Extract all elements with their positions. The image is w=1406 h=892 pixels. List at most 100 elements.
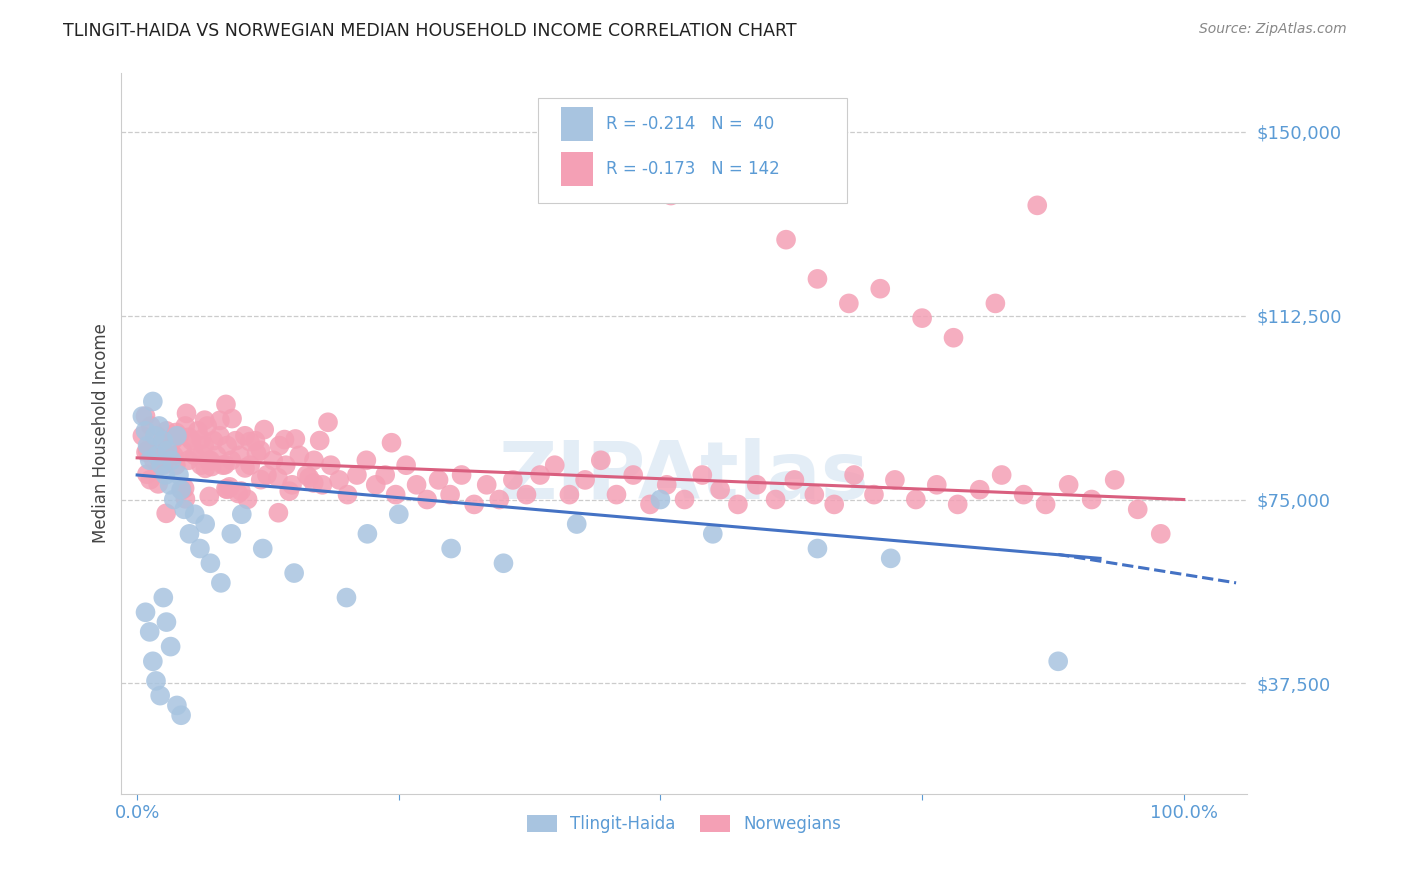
Point bbox=[167, 468, 190, 483]
Point bbox=[488, 492, 510, 507]
Point bbox=[163, 492, 186, 507]
Point bbox=[228, 449, 250, 463]
Point bbox=[152, 434, 174, 448]
Point bbox=[215, 482, 238, 496]
Point bbox=[267, 506, 290, 520]
Point bbox=[146, 449, 169, 463]
Point bbox=[702, 526, 724, 541]
Point bbox=[302, 475, 325, 490]
Point bbox=[1150, 526, 1173, 541]
Point bbox=[308, 434, 330, 448]
Point bbox=[239, 434, 262, 449]
Point bbox=[605, 488, 627, 502]
Point bbox=[145, 673, 167, 688]
Point bbox=[515, 488, 537, 502]
Point bbox=[364, 478, 387, 492]
Point bbox=[1026, 198, 1049, 212]
Point bbox=[388, 507, 411, 521]
Point bbox=[139, 419, 162, 434]
FancyBboxPatch shape bbox=[537, 98, 848, 202]
Point bbox=[298, 470, 321, 484]
Point bbox=[209, 575, 232, 590]
Point bbox=[621, 468, 644, 483]
Point bbox=[136, 443, 159, 458]
Point bbox=[659, 188, 682, 202]
Point bbox=[328, 473, 350, 487]
Point bbox=[1012, 488, 1035, 502]
Point bbox=[806, 272, 828, 286]
Point bbox=[155, 424, 177, 438]
Point bbox=[1104, 473, 1126, 487]
Point bbox=[262, 453, 284, 467]
Point bbox=[163, 449, 186, 463]
Point bbox=[183, 449, 205, 463]
Point bbox=[172, 443, 194, 458]
Point bbox=[131, 409, 153, 424]
Point bbox=[783, 473, 806, 487]
Point bbox=[215, 397, 238, 411]
Point bbox=[131, 429, 153, 443]
Point bbox=[229, 483, 252, 498]
Point bbox=[492, 556, 515, 570]
Point bbox=[427, 473, 450, 487]
Point bbox=[177, 430, 200, 444]
Point bbox=[245, 446, 267, 460]
Point bbox=[152, 591, 174, 605]
Point bbox=[190, 458, 212, 473]
Point bbox=[249, 443, 271, 458]
Text: R = -0.173   N = 142: R = -0.173 N = 142 bbox=[606, 160, 780, 178]
Point bbox=[146, 429, 169, 443]
Point bbox=[319, 458, 342, 473]
Point bbox=[233, 429, 256, 443]
Point bbox=[745, 478, 768, 492]
Point bbox=[198, 490, 221, 504]
Point bbox=[214, 458, 236, 472]
Point bbox=[231, 507, 253, 521]
Point bbox=[134, 409, 156, 424]
Point bbox=[336, 488, 359, 502]
Point bbox=[174, 491, 197, 506]
Text: TLINGIT-HAIDA VS NORWEGIAN MEDIAN HOUSEHOLD INCOME CORRELATION CHART: TLINGIT-HAIDA VS NORWEGIAN MEDIAN HOUSEH… bbox=[63, 22, 797, 40]
Point bbox=[194, 413, 217, 427]
Point bbox=[863, 488, 886, 502]
Point bbox=[984, 296, 1007, 310]
Point bbox=[502, 473, 524, 487]
Point bbox=[565, 516, 588, 531]
Point bbox=[384, 488, 406, 502]
Point bbox=[346, 468, 368, 483]
Point bbox=[911, 311, 934, 326]
Point bbox=[650, 492, 672, 507]
Point bbox=[177, 453, 200, 467]
Point bbox=[202, 434, 225, 448]
Point bbox=[1057, 478, 1080, 492]
Point bbox=[170, 483, 193, 497]
Point bbox=[225, 434, 247, 448]
Point bbox=[803, 488, 825, 502]
Point bbox=[165, 458, 187, 473]
Point bbox=[198, 454, 221, 468]
Point bbox=[218, 480, 240, 494]
Point bbox=[173, 481, 195, 495]
Point bbox=[174, 419, 197, 434]
FancyBboxPatch shape bbox=[561, 152, 593, 186]
Point bbox=[135, 467, 157, 482]
Point bbox=[167, 429, 190, 443]
Point bbox=[574, 473, 596, 487]
FancyBboxPatch shape bbox=[561, 107, 593, 142]
Point bbox=[869, 282, 891, 296]
Point bbox=[673, 492, 696, 507]
Point bbox=[134, 424, 156, 438]
Point bbox=[838, 296, 860, 310]
Point bbox=[170, 708, 193, 723]
Point bbox=[274, 458, 297, 473]
Point bbox=[1035, 497, 1057, 511]
Point bbox=[152, 458, 174, 473]
Point bbox=[187, 424, 209, 438]
Point bbox=[194, 461, 217, 475]
Point bbox=[529, 468, 551, 483]
Point bbox=[440, 541, 463, 556]
Point bbox=[221, 526, 243, 541]
Point bbox=[316, 415, 339, 429]
Point bbox=[142, 394, 165, 409]
Point bbox=[942, 331, 965, 345]
